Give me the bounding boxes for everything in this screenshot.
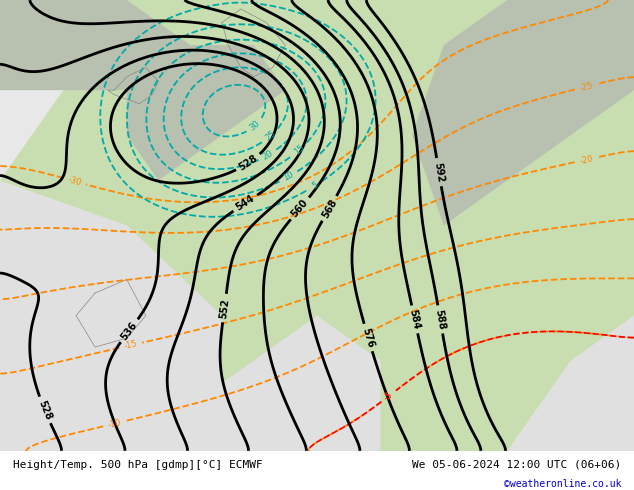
Text: 528: 528 [36, 399, 53, 421]
Text: 10: 10 [281, 170, 295, 183]
Text: -5: -5 [383, 390, 395, 402]
Polygon shape [0, 0, 634, 451]
Text: -5: -5 [383, 390, 395, 402]
Polygon shape [127, 45, 285, 180]
Text: 15: 15 [292, 143, 306, 156]
Text: We 05-06-2024 12:00 UTC (06+06): We 05-06-2024 12:00 UTC (06+06) [412, 460, 621, 469]
Polygon shape [507, 316, 634, 451]
Text: -20: -20 [579, 154, 594, 166]
Text: 5: 5 [311, 180, 320, 191]
Polygon shape [190, 316, 380, 451]
Text: -25: -25 [579, 81, 594, 93]
Text: -10: -10 [107, 417, 122, 430]
Text: 584: 584 [408, 308, 422, 330]
Text: 576: 576 [361, 326, 376, 349]
Text: Height/Temp. 500 hPa [gdmp][°C] ECMWF: Height/Temp. 500 hPa [gdmp][°C] ECMWF [13, 460, 262, 469]
Text: 30: 30 [248, 119, 262, 132]
Text: 20: 20 [261, 148, 275, 162]
Polygon shape [0, 0, 95, 180]
Text: 568: 568 [320, 197, 339, 220]
Text: ©weatheronline.co.uk: ©weatheronline.co.uk [504, 479, 621, 489]
Text: 528: 528 [237, 153, 260, 172]
Text: 544: 544 [234, 194, 257, 213]
Text: -15: -15 [123, 340, 138, 351]
Text: 560: 560 [290, 197, 310, 220]
Text: 588: 588 [434, 309, 447, 330]
Polygon shape [412, 0, 634, 225]
Text: -30: -30 [67, 175, 82, 187]
Polygon shape [0, 180, 222, 451]
Text: 25: 25 [264, 129, 277, 143]
Text: 552: 552 [218, 297, 231, 319]
Text: 592: 592 [432, 161, 446, 183]
Polygon shape [0, 0, 190, 90]
Text: 536: 536 [119, 319, 139, 342]
